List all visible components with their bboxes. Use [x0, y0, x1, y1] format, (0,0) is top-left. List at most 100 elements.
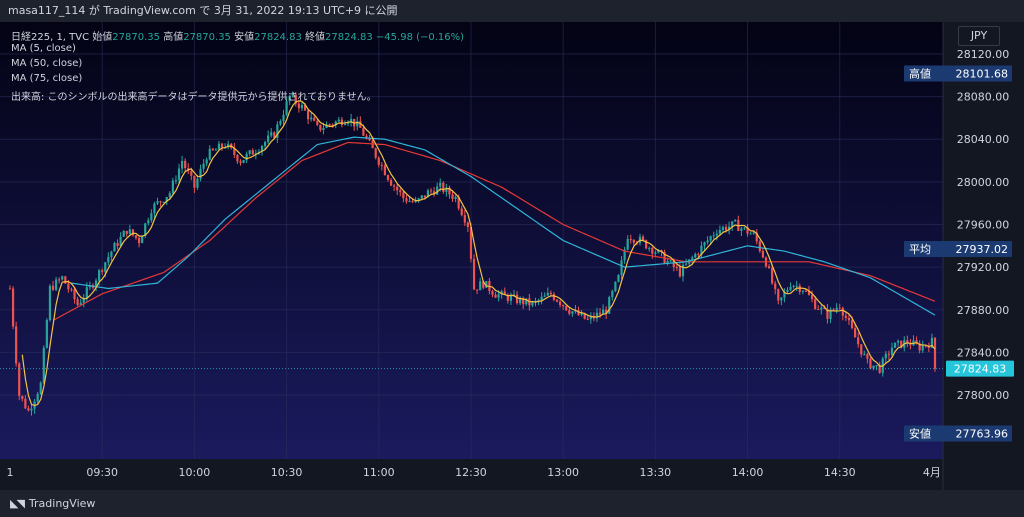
time-tick-label: 13:00 [547, 466, 579, 479]
candle [263, 140, 267, 150]
legend-high-label: 高値 [163, 32, 184, 43]
time-tick-label: 12:30 [455, 466, 487, 479]
candle [620, 255, 623, 280]
candle [11, 286, 15, 330]
candle [909, 338, 912, 350]
legend-volume-note: 出来高: このシンボルの出来高データはデータ提供元から提供されておりません。 [11, 92, 377, 103]
candle [233, 143, 236, 158]
candle [116, 239, 119, 250]
candle [399, 188, 402, 197]
candle [436, 182, 439, 195]
tradingview-brand: TradingView [28, 497, 96, 510]
candle [626, 235, 629, 251]
price-labels: 高値 28101.68 平均 27937.02 27824.83 安値 27763.96 [0, 65, 1014, 442]
currency-label[interactable]: JPY [958, 26, 1000, 46]
candle [313, 115, 316, 122]
candle [393, 183, 396, 192]
candle [177, 163, 181, 184]
candle [125, 230, 128, 237]
candle [728, 221, 731, 235]
candle [380, 161, 383, 171]
candle [740, 226, 743, 237]
candle [383, 163, 387, 176]
price-tick-label: 28000.00 [957, 176, 1010, 189]
candle [749, 232, 752, 235]
legend-ma5[interactable]: MA (5, close) [11, 43, 76, 54]
price-label-value: 27937.02 [956, 243, 1009, 256]
candle [887, 350, 891, 361]
legend-ma75[interactable]: MA (75, close) [11, 73, 83, 84]
candle [602, 304, 605, 315]
candle [24, 395, 27, 410]
time-tick-label: 13:30 [639, 466, 671, 479]
candle [703, 241, 706, 251]
time-tick-label: 14:00 [732, 466, 764, 479]
candle [245, 151, 248, 164]
candle [546, 287, 549, 297]
candle [107, 252, 110, 266]
candle [442, 181, 445, 194]
price-chart[interactable]: 28120.00 28080.00 28040.00 28000.00 27960.00… [0, 22, 1024, 490]
candle [767, 264, 771, 269]
candle [122, 230, 125, 238]
candle [45, 318, 48, 349]
candle [282, 109, 285, 125]
candle [872, 365, 875, 371]
candle [180, 155, 184, 174]
candle [562, 304, 565, 310]
candle [774, 280, 777, 295]
candle [15, 321, 18, 367]
time-axis-background[interactable] [0, 459, 1024, 490]
candle [101, 268, 104, 275]
candle [184, 158, 187, 172]
tradingview-logo[interactable]: ◣◥ TradingView [10, 497, 95, 510]
legend-ohlc: 日経225, 1, TVC 始値27870.35 高値27870.35 安値27… [11, 28, 464, 43]
candle [645, 239, 648, 250]
candle [310, 112, 313, 122]
candle [402, 190, 405, 203]
candle [890, 342, 894, 358]
candle [795, 280, 798, 292]
candle [36, 391, 39, 405]
price-label-low: 安値 27763.96 [904, 425, 1012, 442]
candle [162, 201, 165, 203]
candle [838, 303, 841, 310]
candle [608, 295, 611, 314]
candle [844, 311, 847, 322]
candle [70, 287, 73, 292]
candle [156, 197, 159, 205]
candle [884, 350, 887, 363]
candle [288, 95, 291, 106]
candle [801, 290, 804, 295]
candle [51, 280, 55, 292]
candle [356, 116, 359, 131]
candle [629, 234, 632, 244]
candle [159, 200, 162, 207]
candle [783, 288, 786, 303]
candle [291, 91, 294, 98]
candle [466, 221, 469, 232]
candle [239, 159, 242, 166]
candle [918, 340, 921, 354]
candle [771, 264, 774, 285]
candle [242, 159, 245, 164]
candle [847, 313, 851, 325]
candle [21, 395, 24, 402]
candle [623, 246, 626, 264]
legend-close-label: 終値 [305, 32, 326, 43]
last-price-value: 27824.83 [954, 363, 1007, 376]
candle [841, 306, 844, 321]
legend-ma50[interactable]: MA (50, close) [11, 58, 83, 69]
time-tick-label: 14:30 [824, 466, 856, 479]
candle [196, 175, 199, 190]
candle [617, 274, 620, 283]
candle [42, 345, 45, 384]
legend-low-label: 安値 [234, 32, 255, 43]
candle [565, 305, 568, 312]
candle [214, 147, 217, 151]
time-axis-ticks: 1 09:30 10:00 10:30 11:00 12:30 13:00 13:30 14:0… [7, 466, 941, 479]
price-axis-background[interactable] [943, 22, 1024, 459]
candle [817, 305, 820, 311]
price-tick-label: 28040.00 [957, 133, 1010, 146]
candle [300, 102, 304, 112]
